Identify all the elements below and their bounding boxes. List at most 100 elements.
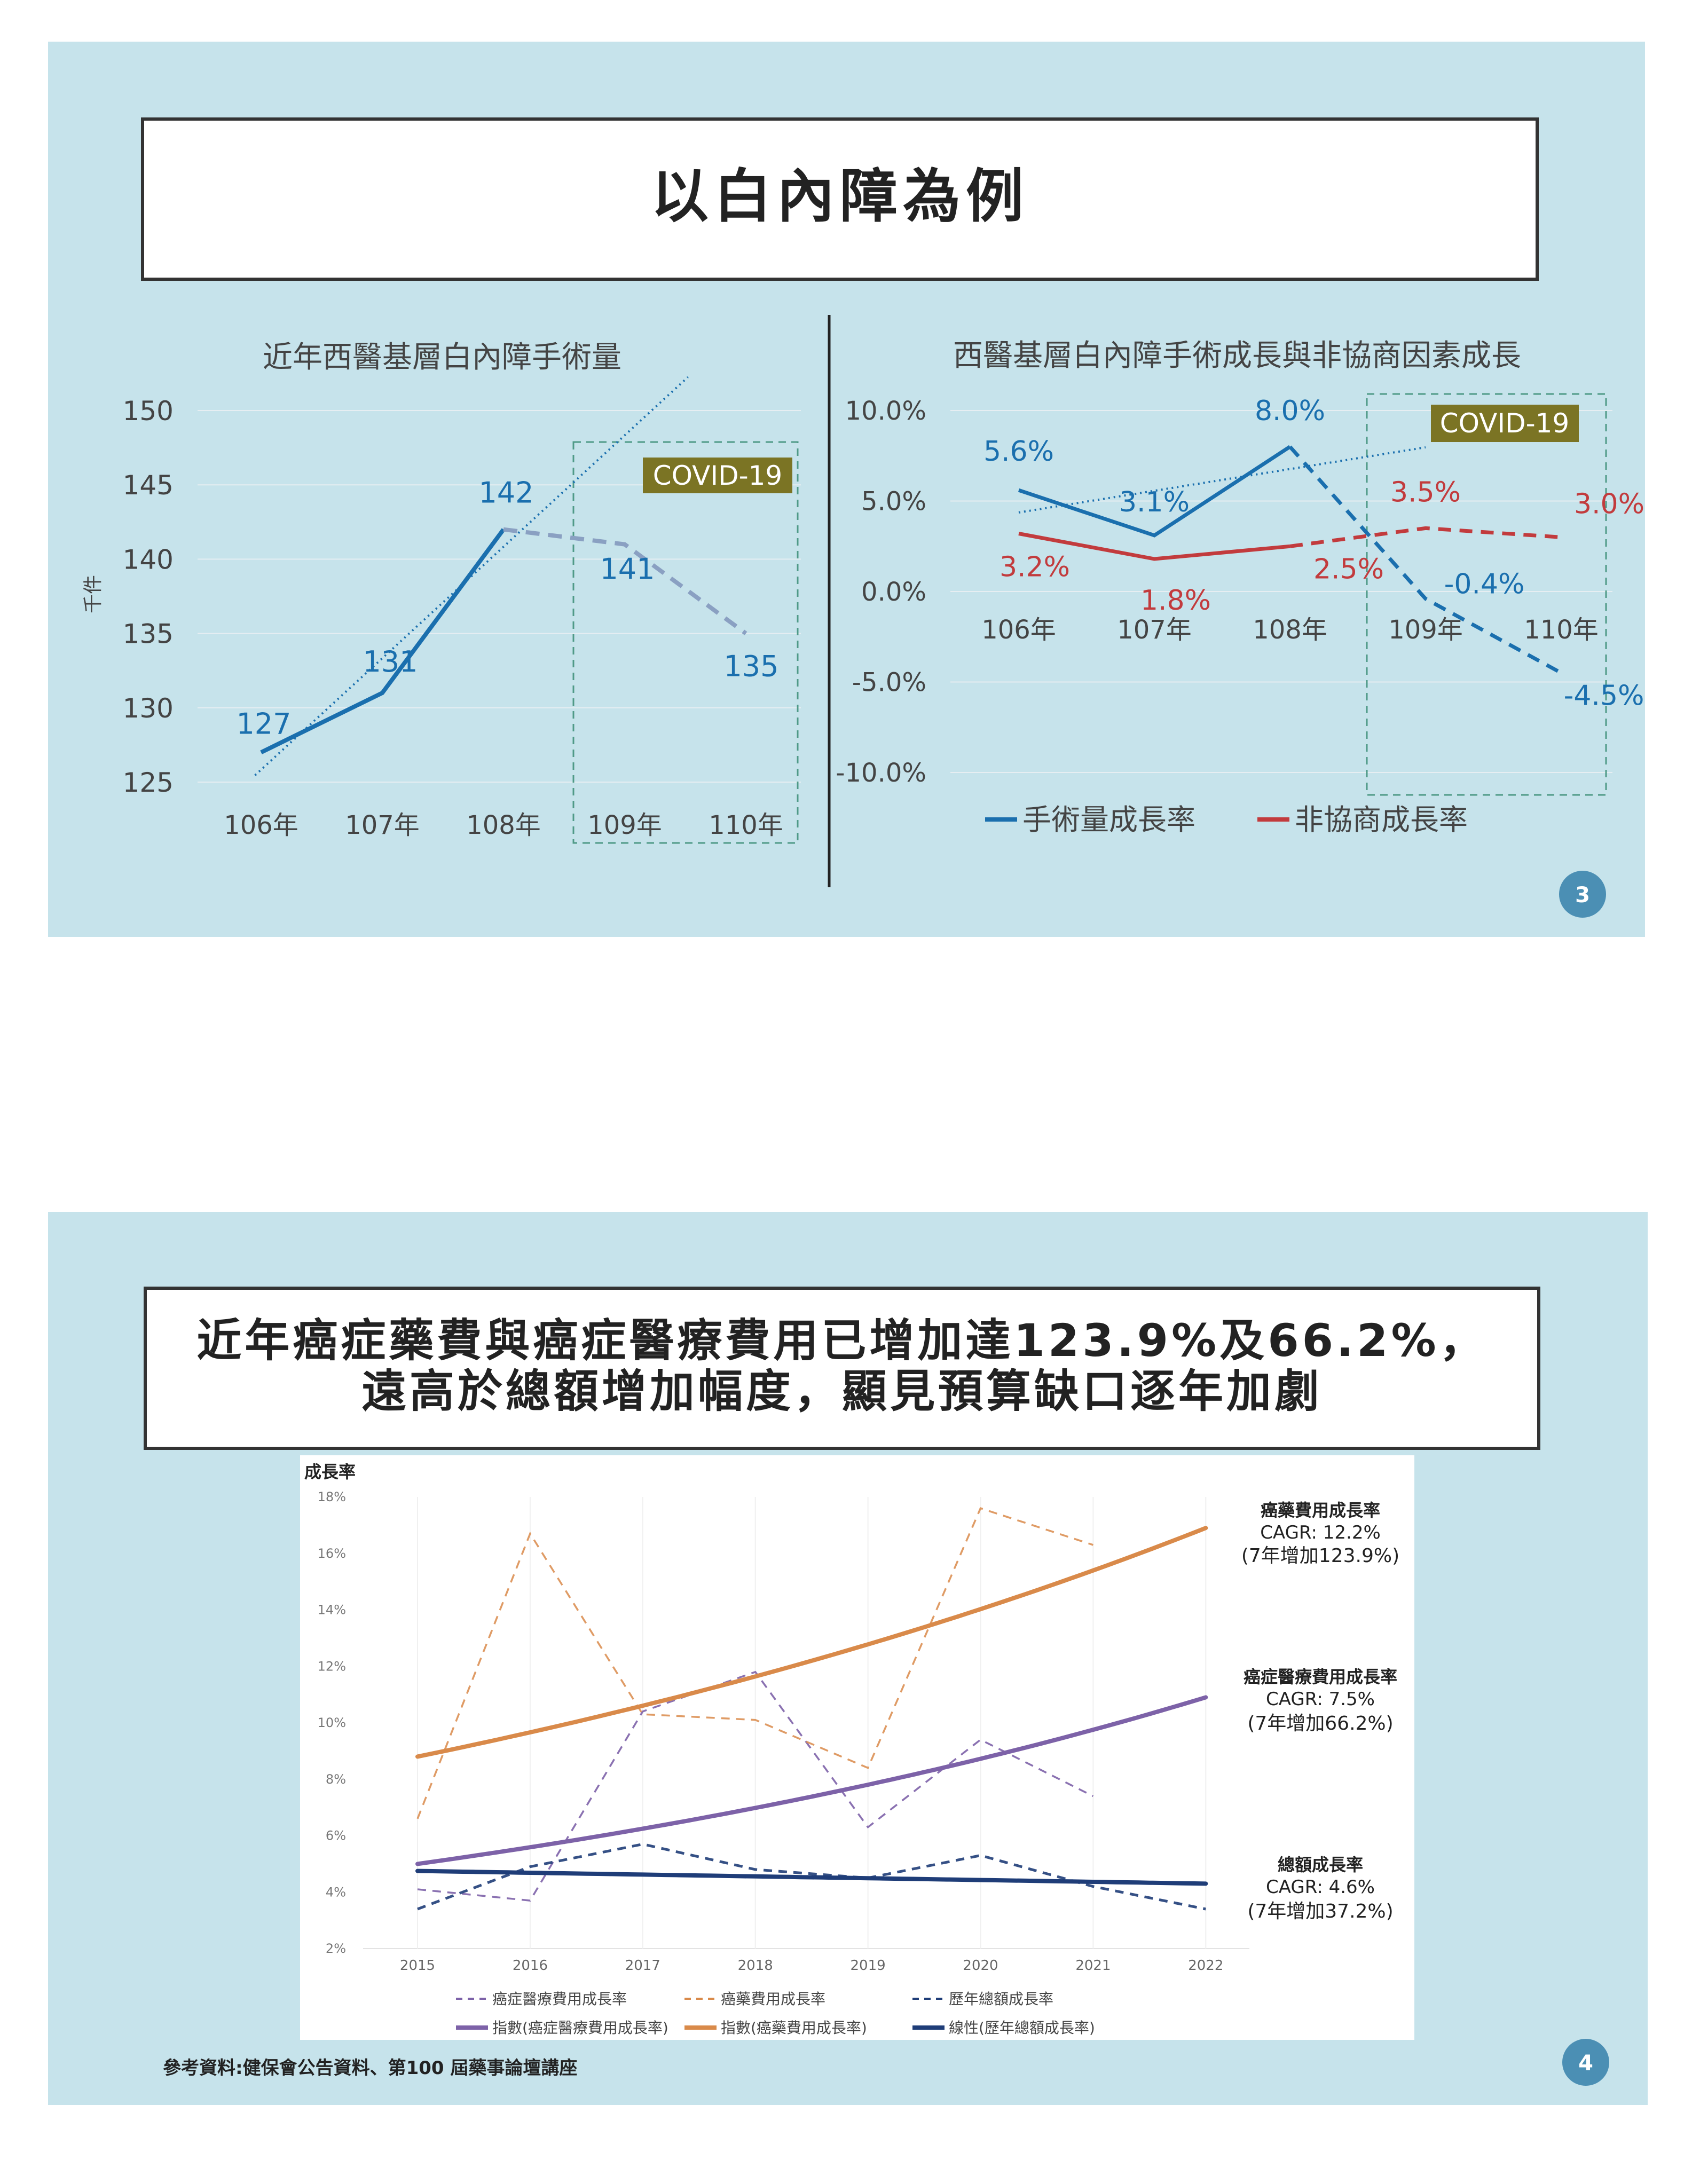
x-tick-label: 2019 [851, 1958, 886, 1974]
covid-period-box [572, 441, 799, 844]
annotation-title: 癌藥費用成長率 [1261, 1500, 1380, 1520]
covid-label-background [643, 458, 792, 493]
annotation-title: 癌症醫療費用成長率 [1244, 1667, 1397, 1687]
x-tick-label: 110年 [709, 810, 783, 840]
y-axis-label: 成長率 [304, 1462, 356, 1482]
trendline [415, 1526, 1208, 1759]
trendline [415, 1868, 1208, 1886]
covid-period-box [1366, 393, 1607, 796]
x-tick-label: 106年 [224, 810, 298, 840]
trendline [254, 376, 689, 776]
y-axis-label: 千件 [82, 575, 104, 613]
series-line-solid [1018, 445, 1291, 538]
annotation-increase: (7年增加37.2%) [1247, 1901, 1393, 1922]
y-tick-label: 10.0% [845, 396, 926, 426]
y-tick-label: -10.0% [836, 758, 926, 788]
cagr-annotation-medical: 癌症醫療費用成長率 CAGR: 7.5% (7年增加66.2%) [1244, 1667, 1397, 1734]
data-label: -4.5% [1564, 680, 1644, 712]
right-chart-title: 西醫基層白內障手術成長與非協商因素成長 [953, 338, 1521, 373]
legend-label: 癌症醫療費用成長率 [492, 1990, 627, 2008]
y-tick-label: 16% [318, 1546, 346, 1561]
x-tick-label: 2017 [625, 1958, 660, 1974]
y-tick-label: 14% [318, 1603, 346, 1618]
data-label: 131 [363, 645, 418, 679]
y-tick-label: 6% [326, 1828, 346, 1843]
y-tick-label: 125 [123, 767, 174, 798]
x-tick-label: 2022 [1188, 1958, 1223, 1974]
surgery-volume-chart: 150 145 140 135 130 125 千件 106年 107年 108年 109年 110年… [82, 376, 801, 844]
data-label: 1.8% [1140, 585, 1211, 617]
y-tick-label: 140 [123, 544, 174, 575]
slide-4: 近年癌症藥費與癌症醫療費用已增加達123.9%及66.2%， 遠高於總額增加幅度… [48, 1212, 1648, 2105]
slide-3: 以白內障為例 近年西醫基層白內障手術量 西醫基層白內障手術成長與非協商因素成長 … [48, 42, 1645, 937]
y-tick-label: 12% [318, 1659, 346, 1674]
page-number-badge [1559, 871, 1606, 918]
data-label: 3.5% [1390, 476, 1461, 508]
series-line-dashed [1288, 445, 1562, 675]
series-line-dashed [417, 1670, 1094, 1902]
chart-panel [300, 1455, 1414, 2040]
annotation-cagr: CAGR: 12.2% [1260, 1522, 1381, 1543]
data-label: 127 [236, 707, 291, 740]
series-line-dashed [503, 527, 747, 635]
data-label: 5.6% [983, 436, 1054, 468]
y-tick-label: 130 [123, 693, 174, 724]
x-tick-label: 109年 [587, 810, 662, 840]
y-tick-label: 18% [318, 1489, 346, 1504]
slide-title-line2: 遠高於總額增加幅度，顯見預算缺口逐年加劇 [361, 1365, 1323, 1417]
x-tick-label: 2018 [738, 1958, 773, 1974]
title-box [144, 1287, 1540, 1450]
x-tick-label: 107年 [345, 810, 420, 840]
x-tick-label: 109年 [1388, 615, 1463, 645]
y-tick-label: 4% [326, 1885, 346, 1899]
growth-rate-chart: 10.0% 5.0% 0.0% -5.0% -10.0% 106年 107年 108年 109年… [836, 393, 1644, 837]
x-tick-label: 106年 [981, 615, 1056, 645]
legend-label: 歷年總額成長率 [949, 1990, 1053, 2008]
data-label: 2.5% [1313, 553, 1384, 585]
page-number: 4 [1578, 2051, 1593, 2076]
legend-label: 線性(歷年總額成長率) [949, 2019, 1095, 2037]
y-tick-label: 2% [326, 1941, 346, 1956]
legend-label: 指數(癌症醫療費用成長率) [492, 2019, 668, 2037]
y-tick-label: 145 [123, 470, 174, 501]
x-tick-label: 110年 [1524, 615, 1599, 645]
page-number: 3 [1575, 883, 1590, 908]
series-line-dashed [416, 1507, 1093, 1819]
slide-title-line1: 近年癌症藥費與癌症醫療費用已增加達123.9%及66.2%， [196, 1314, 1487, 1367]
covid-label-background [1431, 405, 1579, 442]
data-label: 135 [723, 650, 778, 683]
y-tick-label: 150 [123, 396, 174, 427]
left-chart-title: 近年西醫基層白內障手術量 [263, 340, 621, 375]
data-label: 142 [478, 476, 533, 510]
cagr-annotation-total: 總額成長率 CAGR: 4.6% (7年增加37.2%) [1247, 1855, 1393, 1922]
cancer-cost-growth-chart: 成長率 18% 16% 14% 12% 10% 8% 6% 4% 2% 2015 2016 2017 20… [304, 1462, 1249, 2037]
title-box [141, 117, 1539, 281]
annotation-title: 總額成長率 [1278, 1855, 1363, 1875]
y-tick-label: 0.0% [861, 577, 926, 607]
legend-label: 癌藥費用成長率 [721, 1990, 825, 2008]
annotation-increase: (7年增加66.2%) [1247, 1713, 1393, 1734]
legend-label: 指數(癌藥費用成長率) [721, 2019, 867, 2037]
source-footer: 參考資料:健保會公告資料、第100 屆藥事論壇講座 [163, 2057, 577, 2079]
x-tick-label: 108年 [1253, 615, 1327, 645]
x-tick-label: 108年 [466, 810, 541, 840]
x-tick-label: 2016 [513, 1958, 548, 1974]
page-number-badge [1562, 2039, 1609, 2086]
y-tick-label: -5.0% [852, 668, 926, 698]
cagr-annotation-drug: 癌藥費用成長率 CAGR: 12.2% (7年增加123.9%) [1241, 1500, 1399, 1567]
data-label: -0.4% [1444, 569, 1525, 601]
y-tick-label: 135 [123, 619, 174, 650]
covid-label: COVID-19 [1440, 408, 1570, 439]
legend-label: 手術量成長率 [1022, 803, 1195, 837]
data-label: 141 [600, 553, 655, 586]
series-line-dashed [1289, 526, 1562, 548]
legend-label: 非協商成長率 [1295, 803, 1468, 837]
x-tick-label: 2015 [400, 1958, 435, 1974]
covid-label: COVID-19 [653, 460, 783, 491]
annotation-cagr: CAGR: 7.5% [1266, 1689, 1375, 1710]
x-tick-label: 2021 [1075, 1958, 1111, 1974]
series-line-solid [260, 528, 506, 754]
y-tick-label: 10% [318, 1715, 346, 1730]
data-label: 3.0% [1574, 488, 1644, 520]
